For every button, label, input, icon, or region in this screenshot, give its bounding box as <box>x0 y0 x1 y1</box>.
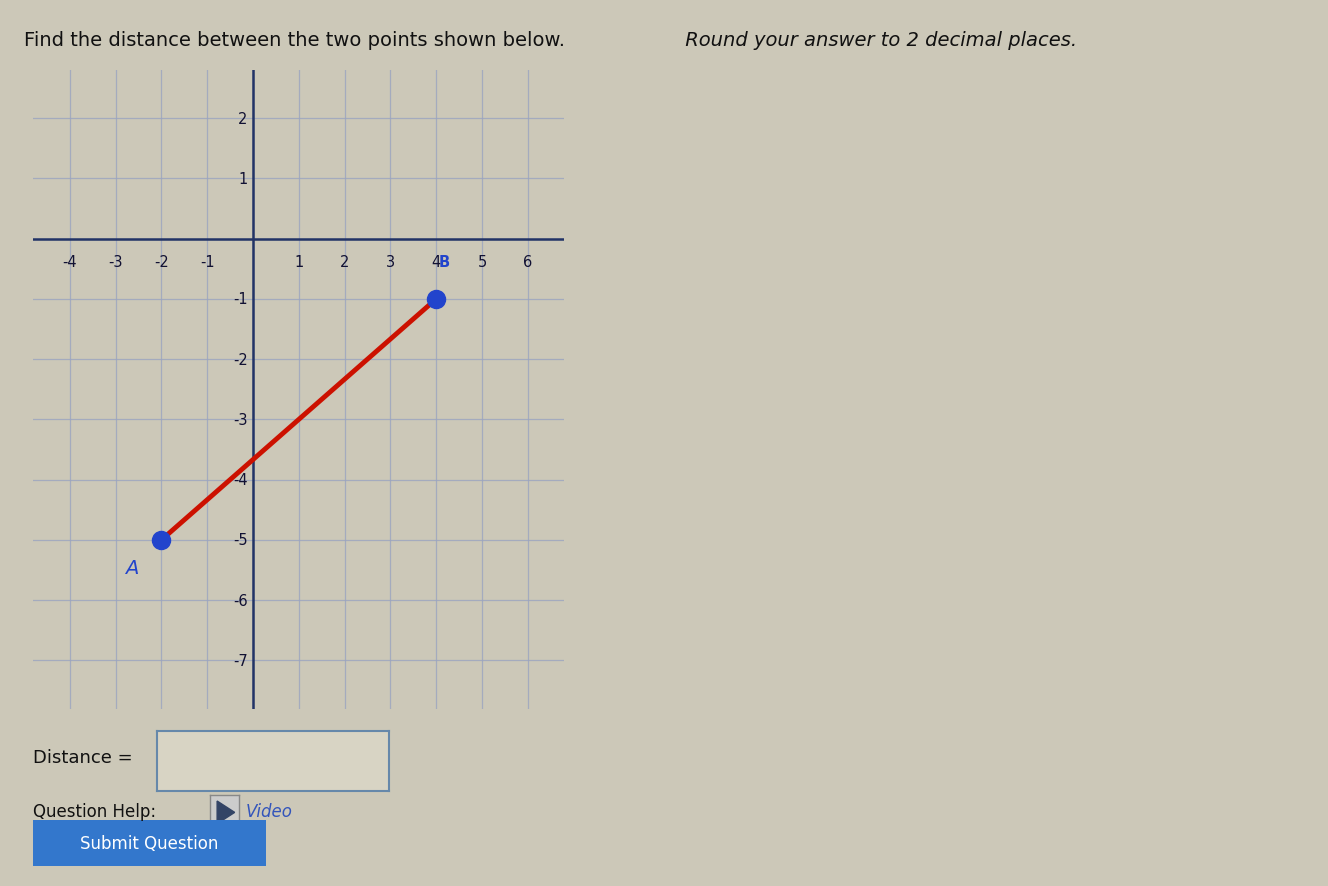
Text: -1: -1 <box>232 292 247 307</box>
Text: Question Help:: Question Help: <box>33 802 157 820</box>
Text: Distance =: Distance = <box>33 749 138 766</box>
Text: 6: 6 <box>523 254 533 269</box>
Text: 3: 3 <box>386 254 394 269</box>
Text: A: A <box>125 558 138 578</box>
Text: -5: -5 <box>232 532 247 548</box>
Text: -2: -2 <box>154 254 169 269</box>
Text: Submit Question: Submit Question <box>80 835 219 852</box>
Text: -3: -3 <box>232 413 247 427</box>
Text: -4: -4 <box>62 254 77 269</box>
Text: 1: 1 <box>295 254 303 269</box>
Text: Video: Video <box>246 802 292 820</box>
Text: -3: -3 <box>109 254 124 269</box>
Text: B: B <box>438 254 450 269</box>
Text: Round your answer to 2 decimal places.: Round your answer to 2 decimal places. <box>679 31 1077 50</box>
Text: 4: 4 <box>432 254 441 269</box>
Text: -2: -2 <box>232 353 247 367</box>
Polygon shape <box>218 801 235 824</box>
Text: 1: 1 <box>238 172 247 187</box>
Text: 5: 5 <box>477 254 486 269</box>
Text: -1: -1 <box>201 254 215 269</box>
Text: Find the distance between the two points shown below.: Find the distance between the two points… <box>24 31 564 50</box>
Text: -6: -6 <box>232 593 247 608</box>
Text: -4: -4 <box>232 472 247 487</box>
Text: -7: -7 <box>232 653 247 668</box>
Text: 2: 2 <box>340 254 349 269</box>
Text: 2: 2 <box>238 112 247 127</box>
